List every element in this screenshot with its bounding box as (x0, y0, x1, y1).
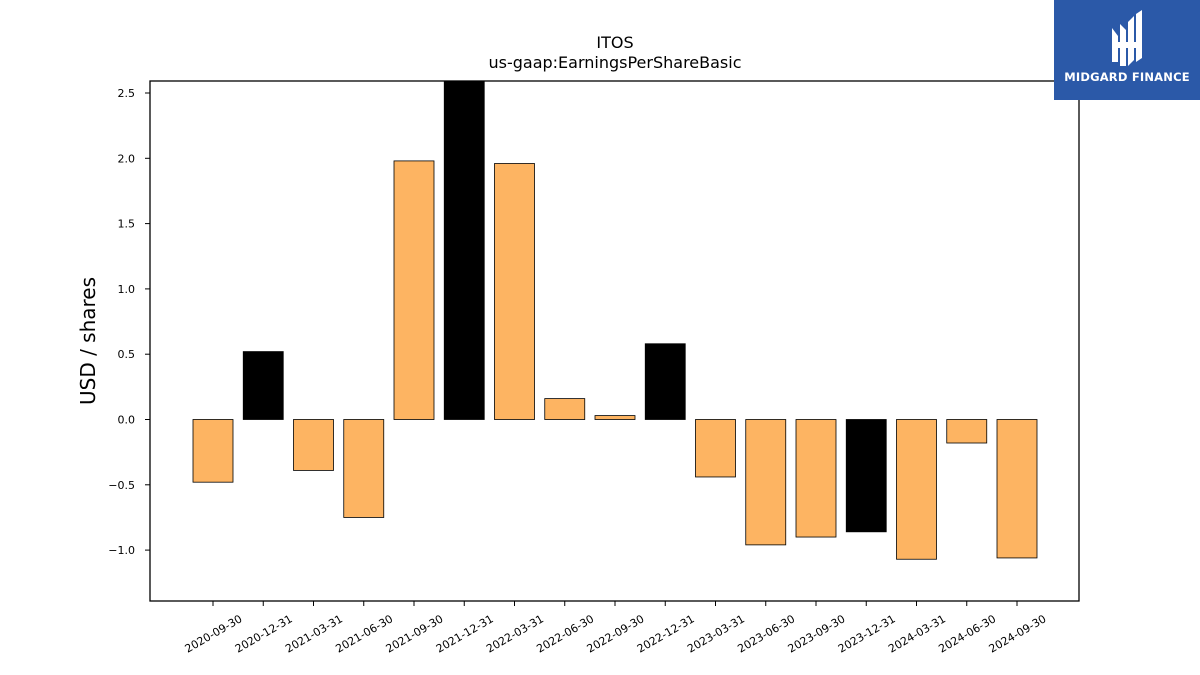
x-axis: 2020-09-302020-12-312021-03-312021-06-30… (183, 601, 1049, 656)
y-axis-label: USD / shares (76, 277, 100, 405)
bar-2024-06-30 (946, 419, 988, 444)
bar-2023-12-31 (845, 419, 887, 533)
y-tick-label: 1.0 (118, 283, 136, 296)
bar-2024-03-31 (896, 419, 937, 560)
bar-2021-06-30 (343, 419, 385, 518)
y-tick-label: 0.0 (118, 414, 136, 427)
bar-2022-09-30 (594, 415, 636, 420)
bar-2023-03-31 (695, 419, 736, 478)
bar-2021-12-31 (443, 80, 485, 420)
y-tick-label: 2.5 (118, 87, 136, 100)
chart-title: ITOS (596, 33, 633, 52)
y-tick-label: 2.0 (118, 152, 136, 165)
logo-text: MIDGARD FINANCE (1064, 70, 1190, 84)
bar-2020-12-31 (242, 351, 284, 420)
bar-2024-09-30 (996, 419, 1038, 559)
bar-2020-09-30 (192, 419, 234, 483)
bar-2021-09-30 (393, 160, 435, 420)
y-axis: −1.0 −0.5 0.0 0.5 1.0 1.5 2.0 2.5 (108, 87, 150, 557)
y-tick-label: −0.5 (108, 479, 135, 492)
plot-frame (149, 80, 1080, 602)
bar-2023-09-30 (795, 419, 837, 538)
x-tick-label: 2024-09-30 (987, 612, 1049, 655)
midgard-finance-logo-icon (1054, 0, 1200, 100)
bar-2021-03-31 (293, 419, 334, 471)
bar-2022-12-31 (644, 343, 686, 420)
bar-2022-03-31 (494, 163, 535, 420)
bar-2023-06-30 (745, 419, 787, 546)
bars-layer (192, 80, 1038, 560)
midgard-finance-logo: MIDGARD FINANCE (1054, 0, 1200, 100)
y-tick-label: 1.5 (118, 218, 136, 231)
y-tick-label: −1.0 (108, 544, 135, 557)
y-tick-label: 0.5 (118, 348, 136, 361)
bar-2022-06-30 (544, 398, 586, 420)
chart-subtitle: us-gaap:EarningsPerShareBasic (488, 53, 741, 72)
